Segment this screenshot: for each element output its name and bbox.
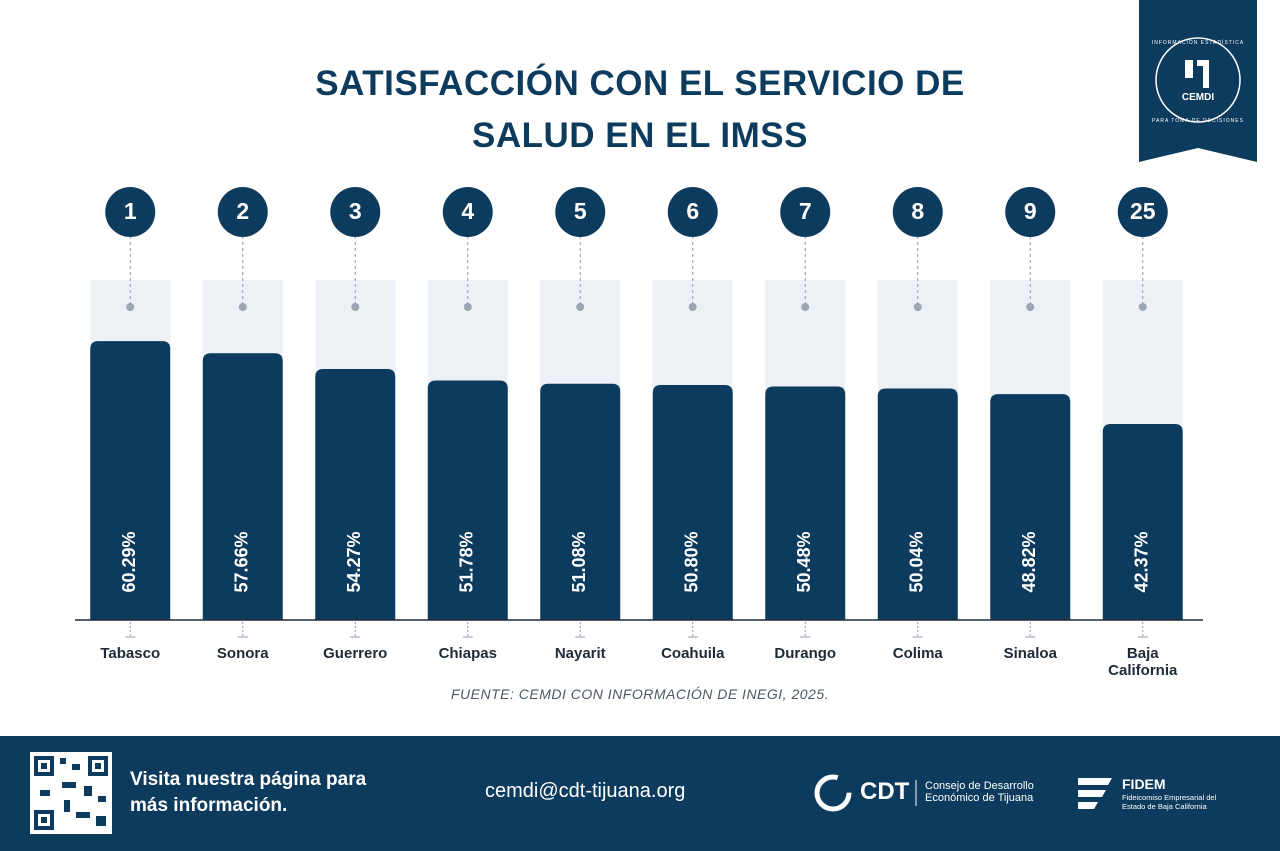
value-label: 50.80% <box>682 531 702 592</box>
x-tick-label: Baja California <box>1108 645 1178 679</box>
rank-badge <box>892 187 943 237</box>
value-label: 51.08% <box>569 531 589 592</box>
bar <box>765 386 846 620</box>
rank-label: 3 <box>349 198 362 224</box>
bar <box>90 341 171 620</box>
connector-dot <box>238 303 247 311</box>
connector-dot <box>463 303 472 311</box>
bar <box>652 385 733 620</box>
bar <box>427 380 508 620</box>
x-tick-label: Durango <box>774 645 837 662</box>
rank-badge <box>780 187 831 237</box>
value-label: 54.27% <box>344 531 364 592</box>
x-tick-label: Nayarit <box>554 645 606 662</box>
x-tick-label: Chiapas <box>438 645 497 662</box>
cdt-name: CDT <box>860 778 910 805</box>
bar <box>990 394 1071 620</box>
x-tick-label: Guerrero <box>323 645 388 662</box>
fidem-full-name: Fideicomiso Empresarial del Estado de Ba… <box>1122 793 1217 811</box>
value-label: 60.29% <box>119 531 139 592</box>
rank-label: 6 <box>686 198 699 224</box>
value-label: 42.37% <box>1132 531 1152 592</box>
value-label: 48.82% <box>1019 531 1039 592</box>
rank-badge <box>217 187 268 237</box>
rank-badge <box>1005 187 1056 237</box>
logo-text: INFORMACIÓN ESTADÍSTICA <box>1151 40 1245 46</box>
bar <box>540 383 621 620</box>
bar <box>315 368 396 620</box>
logo-name: CEMDI <box>1181 92 1215 103</box>
connector-dot <box>1138 303 1147 311</box>
rank-badge <box>330 187 381 237</box>
cdt-full-name: Consejo de Desarrollo Económico de Tijua… <box>925 780 1034 804</box>
bar <box>1102 424 1183 620</box>
connector-dot <box>688 303 697 311</box>
bar <box>877 388 958 620</box>
connector-dot <box>351 303 360 311</box>
logo-ring <box>1155 37 1241 123</box>
rank-label: 1 <box>124 198 137 224</box>
rank-badge <box>1117 187 1168 237</box>
connector-dot <box>801 303 810 311</box>
rank-badge <box>555 187 606 237</box>
value-label: 50.04% <box>907 531 927 592</box>
rank-label: 9 <box>1024 198 1037 224</box>
rank-label: 2 <box>236 198 249 224</box>
logo-mark <box>1185 60 1209 88</box>
connector-dot <box>913 303 922 311</box>
bar <box>202 353 283 620</box>
x-tick-label: Colima <box>892 645 943 662</box>
rank-badge <box>667 187 718 237</box>
x-tick-label: Tabasco <box>100 645 161 662</box>
visit-text: Visita nuestra página para más informaci… <box>130 769 367 816</box>
connector-dot <box>1026 303 1035 311</box>
rank-label: 5 <box>574 198 587 224</box>
source: FUENTE: CEMDI CON INFORMACIÓN DE INEGI, … <box>451 686 829 702</box>
qr-code <box>30 752 112 834</box>
x-tick-label: Sonora <box>216 645 269 662</box>
logo-text: PARA TOMA DE DECISIONES <box>1152 118 1244 124</box>
fidem-logo <box>1078 778 1112 809</box>
connector-dot <box>126 303 135 311</box>
logo-ribbon <box>1139 0 1257 162</box>
fidem-name: FIDEM <box>1122 776 1166 792</box>
rank-label: 8 <box>911 198 924 224</box>
email[interactable]: cemdi@cdt-tijuana.org <box>485 780 686 802</box>
x-tick-label: Sinaloa <box>1003 645 1057 662</box>
rank-badge <box>442 187 493 237</box>
x-tick-label: Coahuila <box>661 645 725 662</box>
rank-badge <box>105 187 156 237</box>
connector-dot <box>576 303 585 311</box>
value-label: 57.66% <box>232 531 252 592</box>
cdt-logo <box>814 774 852 812</box>
value-label: 51.78% <box>457 531 477 592</box>
chart-title: SATISFACCIÓN CON EL SERVICIO DE SALUD EN… <box>315 64 965 155</box>
rank-label: 7 <box>799 198 812 224</box>
value-label: 50.48% <box>794 531 814 592</box>
rank-label: 4 <box>461 198 474 224</box>
rank-label: 25 <box>1130 198 1156 224</box>
footer-band <box>0 736 1280 851</box>
